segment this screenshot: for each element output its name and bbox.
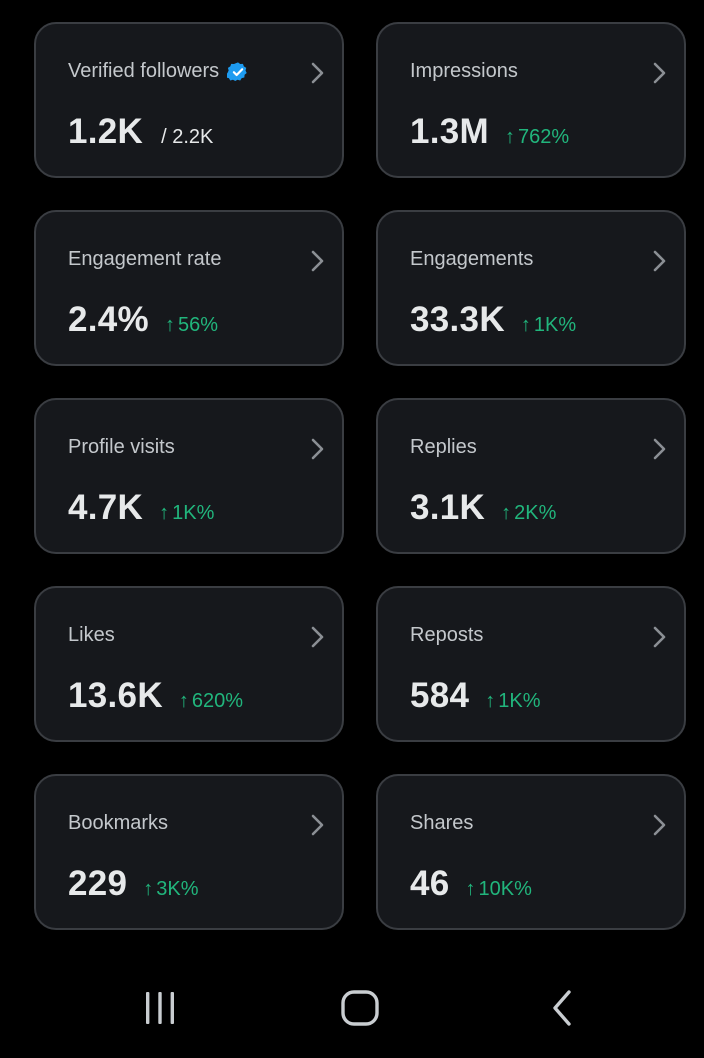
metric-change-value: 1K% — [533, 314, 577, 336]
metric-change: ↑ 620% — [179, 690, 243, 713]
metric-value: 229 — [68, 864, 128, 903]
metric-card-likes[interactable]: Likes 13.6K ↑ 620% — [34, 586, 344, 742]
chevron-right-icon — [311, 814, 324, 836]
metric-change: ↑ 762% — [505, 126, 569, 149]
metric-label-text: Verified followers — [68, 60, 220, 82]
metric-label-text: Bookmarks — [68, 812, 169, 834]
metric-change-value: 1K% — [172, 502, 215, 524]
metric-change-value: 10K% — [478, 878, 532, 900]
metric-value-row: 3.1K ↑ 2K% — [410, 488, 556, 528]
up-arrow-icon: ↑ — [520, 314, 531, 336]
metric-value-row: 1.2K / 2.2K — [68, 112, 213, 152]
metric-change: ↑ 2K% — [501, 502, 556, 525]
metric-change: ↑ 10K% — [466, 878, 532, 901]
chevron-right-icon — [653, 814, 666, 836]
metric-value-row: 13.6K ↑ 620% — [68, 676, 243, 716]
chevron-right-icon — [311, 438, 324, 460]
back-icon[interactable] — [544, 984, 580, 1032]
metric-label: Impressions — [410, 60, 518, 83]
chevron-right-icon — [311, 626, 324, 648]
metric-card-reposts[interactable]: Reposts 584 ↑ 1K% — [376, 586, 686, 742]
metric-change: ↑ 56% — [165, 314, 218, 337]
verified-badge-icon — [227, 61, 247, 81]
metric-label-text: Impressions — [410, 60, 518, 82]
metric-card-replies[interactable]: Replies 3.1K ↑ 2K% — [376, 398, 686, 554]
metric-card-bookmarks[interactable]: Bookmarks 229 ↑ 3K% — [34, 774, 344, 930]
chevron-right-icon — [311, 250, 324, 272]
metric-value-row: 46 ↑ 10K% — [410, 864, 532, 904]
metric-change: ↑ 1K% — [521, 314, 576, 337]
metric-value: 2.4% — [68, 300, 149, 339]
chevron-right-icon — [653, 62, 666, 84]
up-arrow-icon: ↑ — [465, 878, 476, 900]
up-arrow-icon: ↑ — [143, 878, 154, 900]
chevron-right-icon — [653, 250, 666, 272]
metric-card-shares[interactable]: Shares 46 ↑ 10K% — [376, 774, 686, 930]
metric-label-text: Profile visits — [68, 436, 175, 458]
metric-change-value: 56% — [177, 314, 219, 336]
metric-value-row: 2.4% ↑ 56% — [68, 300, 218, 340]
metric-label-text: Replies — [410, 436, 477, 458]
up-arrow-icon: ↑ — [178, 690, 189, 712]
metric-label: Engagements — [410, 248, 533, 271]
metric-label: Shares — [410, 812, 473, 835]
metric-card-profile-visits[interactable]: Profile visits 4.7K ↑ 1K% — [34, 398, 344, 554]
metric-label-text: Engagement rate — [68, 248, 222, 270]
metric-value: 33.3K — [410, 300, 505, 339]
metric-value: 3.1K — [410, 488, 486, 527]
metric-label: Verified followers — [68, 60, 249, 83]
chevron-right-icon — [653, 438, 666, 460]
chevron-right-icon — [653, 626, 666, 648]
metric-label: Engagement rate — [68, 248, 221, 271]
up-arrow-icon: ↑ — [164, 314, 175, 336]
up-arrow-icon: ↑ — [485, 690, 496, 712]
metrics-grid: Verified followers 1.2K / 2.2K Impressio… — [34, 22, 686, 930]
metric-change-value: 762% — [518, 126, 570, 148]
metric-value: 13.6K — [68, 676, 163, 715]
metric-change: ↑ 1K% — [485, 690, 540, 713]
metric-value-row: 33.3K ↑ 1K% — [410, 300, 576, 340]
metric-value: 584 — [410, 676, 470, 715]
metric-value: 4.7K — [68, 488, 144, 527]
up-arrow-icon: ↑ — [501, 502, 512, 524]
metric-label-text: Likes — [68, 624, 115, 646]
home-icon[interactable] — [338, 984, 382, 1032]
metric-value: 46 — [410, 864, 450, 903]
metric-label-text: Shares — [410, 812, 474, 834]
metric-value: 1.2K — [68, 112, 144, 151]
metric-change: ↑ 3K% — [143, 878, 198, 901]
up-arrow-icon: ↑ — [505, 126, 516, 148]
metric-change-value: 2K% — [514, 502, 557, 524]
metric-label-text: Reposts — [410, 624, 484, 646]
metric-card-engagements[interactable]: Engagements 33.3K ↑ 1K% — [376, 210, 686, 366]
metric-total: / 2.2K — [161, 126, 214, 148]
metric-value-row: 584 ↑ 1K% — [410, 676, 541, 716]
chevron-right-icon — [311, 62, 324, 84]
metric-change: ↑ 1K% — [159, 502, 214, 525]
metric-label: Profile visits — [68, 436, 175, 459]
recent-apps-icon[interactable] — [140, 984, 180, 1032]
metric-card-impressions[interactable]: Impressions 1.3M ↑ 762% — [376, 22, 686, 178]
metric-card-engagement-rate[interactable]: Engagement rate 2.4% ↑ 56% — [34, 210, 344, 366]
metric-label: Replies — [410, 436, 477, 459]
metric-label-text: Engagements — [410, 248, 534, 270]
metric-change-value: 3K% — [156, 878, 199, 900]
metric-label: Reposts — [410, 624, 483, 647]
metric-value: 1.3M — [410, 112, 490, 151]
metric-card-verified-followers[interactable]: Verified followers 1.2K / 2.2K — [34, 22, 344, 178]
metric-value-row: 229 ↑ 3K% — [68, 864, 199, 904]
metric-change-value: 620% — [191, 690, 244, 712]
metric-label: Likes — [68, 624, 115, 647]
metric-value-row: 1.3M ↑ 762% — [410, 112, 569, 152]
system-navigation-bar — [0, 960, 704, 1058]
metric-value-row: 4.7K ↑ 1K% — [68, 488, 214, 528]
metric-label: Bookmarks — [68, 812, 168, 835]
metric-change-value: 1K% — [498, 690, 541, 712]
up-arrow-icon: ↑ — [159, 502, 170, 524]
